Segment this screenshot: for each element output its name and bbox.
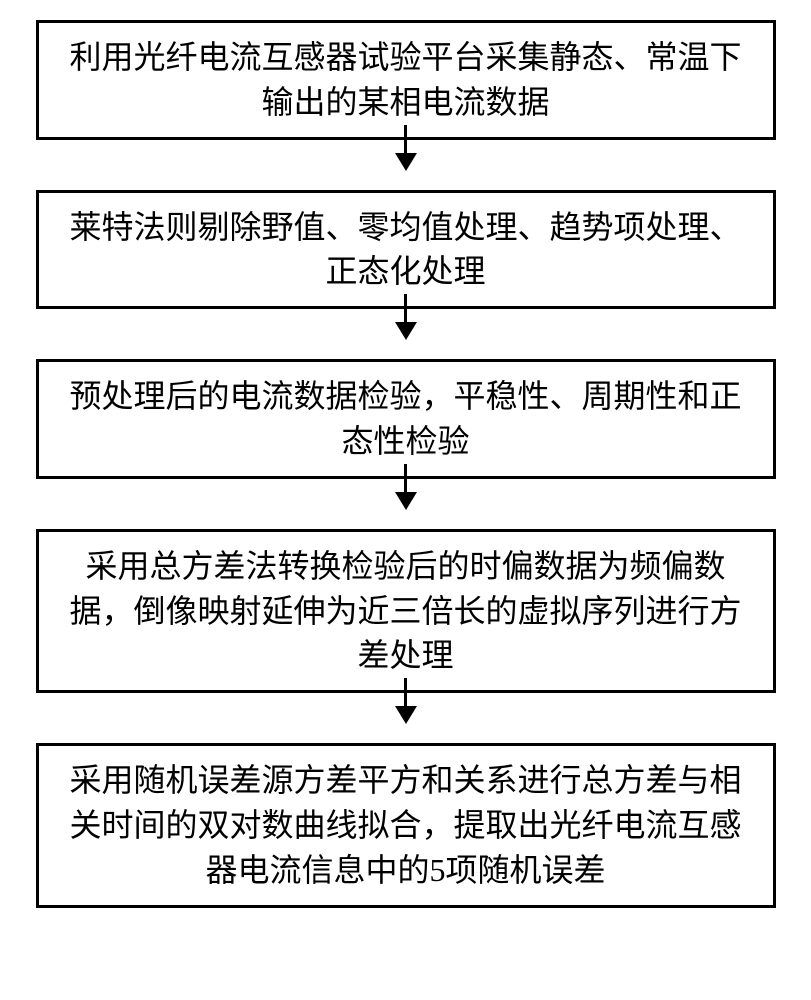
step-text: 莱特法则剔除野值、零均值处理、趋势项处理、正态化处理 <box>69 209 741 290</box>
flowchart-step-1: 利用光纤电流互感器试验平台采集静态、常温下输出的某相电流数据 <box>36 20 776 140</box>
step-text: 利用光纤电流互感器试验平台采集静态、常温下输出的某相电流数据 <box>69 39 741 120</box>
step-text: 预处理后的电流数据检验，平稳性、周期性和正态性检验 <box>69 378 741 459</box>
flowchart-step-5: 采用随机误差源方差平方和关系进行总方差与相关时间的双对数曲线拟合，提取出光纤电流… <box>36 743 776 907</box>
flowchart-step-2: 莱特法则剔除野值、零均值处理、趋势项处理、正态化处理 <box>36 190 776 310</box>
flowchart-step-3: 预处理后的电流数据检验，平稳性、周期性和正态性检验 <box>36 359 776 479</box>
flowchart-step-4: 采用总方差法转换检验后的时偏数据为频偏数据，倒像映射延伸为近三倍长的虚拟序列进行… <box>36 529 776 693</box>
step-text: 采用总方差法转换检验后的时偏数据为频偏数据，倒像映射延伸为近三倍长的虚拟序列进行… <box>69 548 741 674</box>
step-text: 采用随机误差源方差平方和关系进行总方差与相关时间的双对数曲线拟合，提取出光纤电流… <box>69 762 741 888</box>
